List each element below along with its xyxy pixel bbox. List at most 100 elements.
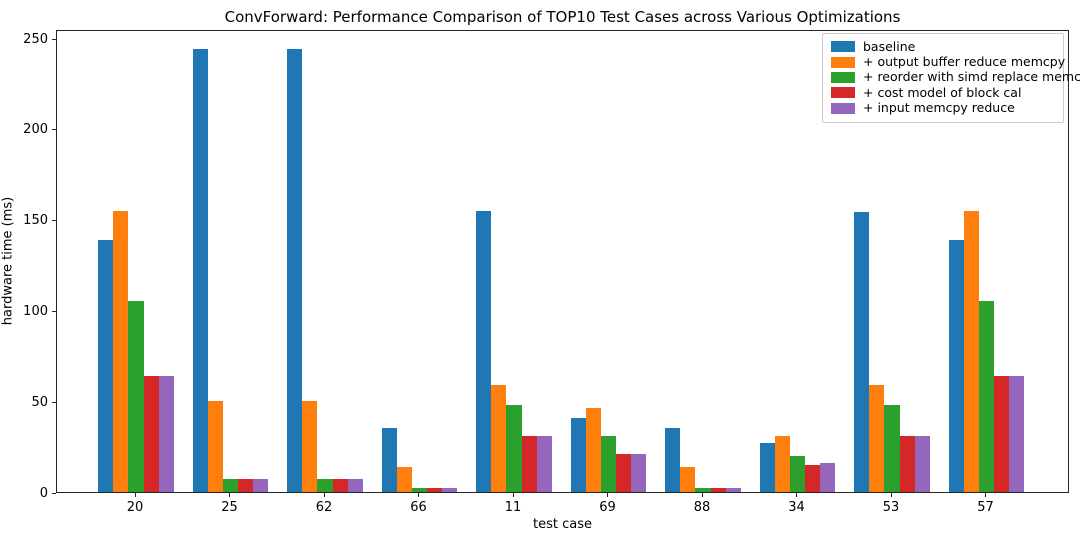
legend: baseline + output buffer reduce memcpy + r… (822, 33, 1080, 123)
bar (207, 401, 223, 492)
bar (98, 239, 114, 492)
legend-swatch (831, 56, 855, 68)
legend-item: + output buffer reduce memcpy (831, 54, 1065, 69)
y-tick-label: 0 (39, 485, 48, 501)
bar (710, 488, 726, 492)
bar (680, 466, 696, 492)
legend-item: baseline (831, 39, 1055, 54)
x-tick-label: 34 (788, 500, 805, 515)
bar (884, 404, 900, 492)
bar (113, 210, 129, 492)
legend-swatch (831, 87, 855, 99)
bar (536, 435, 552, 492)
x-tick-label: 66 (410, 500, 427, 515)
bar (143, 375, 159, 492)
bar (427, 488, 443, 492)
bar (695, 488, 711, 492)
bar (869, 384, 885, 492)
legend-label: + reorder with simd replace memcpy (863, 69, 1080, 85)
bar (774, 435, 790, 492)
y-tick-mark (52, 38, 56, 40)
bar (899, 435, 915, 492)
x-axis-label: test case (533, 517, 592, 532)
bar (570, 417, 586, 492)
bar (222, 479, 239, 492)
legend-item: + cost model of block cal (831, 85, 1055, 100)
bar (381, 428, 397, 492)
bar (994, 375, 1010, 492)
bar (725, 488, 741, 492)
y-tick-label: 150 (23, 213, 48, 229)
legend-item: + input memcpy reduce (831, 101, 1055, 116)
bar (192, 48, 208, 492)
x-tick-label: 53 (882, 500, 900, 515)
y-tick-mark (52, 492, 56, 494)
x-tick-mark (890, 493, 892, 497)
bar (332, 479, 348, 492)
x-tick-mark (418, 493, 419, 497)
bar (317, 479, 333, 492)
x-tick-label: 62 (315, 500, 333, 515)
bar (506, 404, 522, 492)
x-tick-mark (607, 493, 608, 497)
x-tick-label: 69 (599, 500, 616, 515)
chart-title: ConvForward: Performance Comparison of T… (224, 8, 901, 26)
bar (585, 408, 601, 492)
bar (948, 239, 964, 492)
bar (963, 210, 979, 492)
bar (789, 455, 806, 492)
bar (302, 401, 318, 492)
bar (805, 464, 821, 492)
bar (411, 488, 428, 492)
x-tick-mark (701, 493, 703, 497)
bar (442, 488, 458, 492)
x-tick-label: 88 (693, 500, 711, 515)
bar (1009, 375, 1025, 492)
bar (978, 301, 995, 492)
legend-swatch (831, 71, 855, 83)
legend-label: + input memcpy reduce (863, 100, 1015, 116)
bar (759, 442, 775, 492)
bar (253, 479, 269, 492)
bar (491, 384, 507, 492)
bar (238, 479, 254, 492)
y-tick-label: 250 (23, 31, 48, 47)
x-tick-mark (985, 493, 986, 497)
bar (158, 375, 174, 492)
bar (476, 210, 492, 492)
x-tick-mark (512, 493, 514, 497)
bar (631, 453, 647, 492)
bar (616, 453, 632, 492)
x-tick-label: 20 (126, 500, 144, 515)
bar (665, 428, 681, 492)
y-tick-mark (52, 310, 56, 312)
y-tick-label: 50 (31, 394, 48, 410)
y-tick-mark (52, 401, 56, 403)
bar (287, 48, 303, 492)
y-tick-label: 200 (23, 122, 48, 138)
bar (914, 435, 930, 492)
y-tick-mark (52, 220, 56, 222)
y-tick-label: 100 (23, 303, 48, 319)
legend-label: + output buffer reduce memcpy (863, 54, 1066, 70)
legend-swatch (831, 102, 855, 114)
x-tick-mark (323, 493, 325, 497)
legend-label: baseline (863, 38, 916, 54)
x-tick-mark (796, 493, 797, 497)
x-tick-label: 57 (977, 500, 994, 515)
y-tick-mark (52, 129, 56, 131)
x-tick-label: 11 (504, 500, 522, 515)
bar (347, 479, 363, 492)
x-tick-mark (134, 493, 136, 497)
legend-label: + cost model of block cal (863, 84, 1022, 100)
bar (854, 212, 870, 492)
bar (521, 435, 537, 492)
legend-item: + reorder with simd replace memcpy (831, 70, 1080, 85)
x-tick-mark (229, 493, 230, 497)
bar (600, 435, 617, 492)
bar (128, 301, 144, 492)
bar (820, 462, 836, 492)
bar (396, 466, 412, 492)
legend-swatch (831, 41, 855, 53)
